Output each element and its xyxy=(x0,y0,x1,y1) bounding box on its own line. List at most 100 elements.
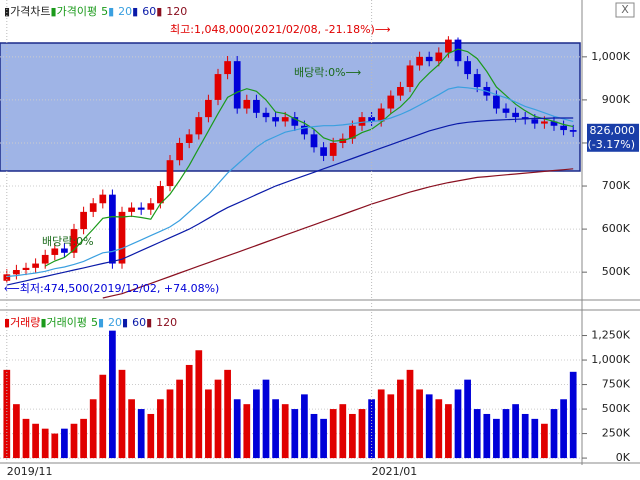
volume-bar xyxy=(13,404,20,459)
candle-body xyxy=(22,267,30,271)
candle-body xyxy=(224,61,231,75)
volume-bar xyxy=(205,389,212,459)
volume-bar xyxy=(473,409,481,459)
legend-swatch: ▮ xyxy=(156,5,162,18)
volume-bar xyxy=(502,409,510,459)
volume-bar xyxy=(358,409,366,459)
volume-bar xyxy=(339,404,347,459)
candle-body xyxy=(301,125,308,135)
close-button[interactable] xyxy=(615,2,635,18)
volume-bar xyxy=(464,379,471,459)
y-tick-label: 1,000K xyxy=(591,353,630,366)
volume-bar xyxy=(406,369,414,459)
y-tick-label: 700K xyxy=(602,179,631,192)
candle-body xyxy=(425,56,433,62)
candle-body xyxy=(80,211,87,230)
x-tick-label: 2021/01 xyxy=(372,465,418,478)
legend-item: 거래량 xyxy=(10,316,40,329)
volume-bar xyxy=(281,404,289,459)
candle-body xyxy=(195,117,203,135)
volume-bar xyxy=(41,428,49,459)
candle-body xyxy=(550,121,558,126)
ma-line xyxy=(44,48,574,267)
volume-bar xyxy=(147,413,155,459)
candle-body xyxy=(502,108,510,113)
volume-bar xyxy=(425,394,433,459)
volume-bar xyxy=(262,379,270,459)
volume-bar xyxy=(195,350,203,459)
candle-body xyxy=(185,134,193,143)
ma-line xyxy=(102,168,574,299)
candle-body xyxy=(541,121,548,124)
annotation: 최고:1,048,000(2021/02/08, -21.18%)⟶ xyxy=(170,23,391,36)
candle-body xyxy=(214,74,222,100)
volume-bar xyxy=(320,418,327,459)
y-tick-label: 0K xyxy=(616,451,631,464)
volume-bar xyxy=(89,399,97,459)
candle-body xyxy=(166,160,174,187)
y-tick-label: 750K xyxy=(602,378,631,391)
legend-item: 60 xyxy=(132,316,146,329)
last-price-box xyxy=(587,123,639,152)
legend-item: 5 xyxy=(91,316,98,329)
candle-body xyxy=(61,248,68,253)
candle-body xyxy=(310,134,318,148)
legend-swatch: ▮ xyxy=(98,316,104,329)
volume-bar xyxy=(99,374,107,459)
candle-body xyxy=(253,99,260,113)
volume-bar xyxy=(512,404,519,459)
volume-bar xyxy=(531,418,539,459)
candle-body xyxy=(118,211,126,264)
y-tick-label: 500K xyxy=(602,265,631,278)
volume-bar xyxy=(224,369,231,459)
candle-body xyxy=(512,112,519,118)
annotation: 배당락:0% xyxy=(42,235,94,248)
candle-body xyxy=(137,207,145,210)
volume-bar xyxy=(176,379,183,459)
ma-line xyxy=(6,86,574,278)
candle-body xyxy=(41,254,49,264)
y-tick-label: 1,000K xyxy=(591,50,630,63)
candle-body xyxy=(262,112,270,118)
volume-bar xyxy=(368,399,375,459)
candle-body xyxy=(387,95,395,109)
candle-body xyxy=(243,99,251,109)
candle-body xyxy=(291,117,299,126)
legend-item: 거래이평 xyxy=(47,316,87,329)
volume-bar xyxy=(22,418,30,459)
close-icon[interactable]: X xyxy=(621,3,629,16)
legend-item: 가격차트 xyxy=(10,5,50,18)
candle-body xyxy=(157,186,164,204)
volume-bar xyxy=(483,413,491,459)
volume-bar xyxy=(214,379,222,459)
y-tick-label: 500K xyxy=(602,402,631,415)
candle-body xyxy=(349,125,356,139)
candle-body xyxy=(13,270,20,275)
candle-body xyxy=(473,74,481,87)
legend-swatch: ▮ xyxy=(132,5,138,18)
volume-bar xyxy=(521,413,529,459)
candle-body xyxy=(406,65,414,87)
candle-body xyxy=(51,248,59,255)
legend: ▮거래량▮거래이평 5▮ 20▮ 60▮ 120 xyxy=(4,316,177,329)
volume-bar xyxy=(233,399,241,459)
candle-body xyxy=(89,203,97,212)
volume-bar xyxy=(185,364,193,459)
candle-body xyxy=(493,95,500,109)
x-tick-label: 2019/11 xyxy=(7,465,53,478)
volume-bar xyxy=(157,399,164,459)
legend-item: 20 xyxy=(108,316,122,329)
volume-bar xyxy=(291,409,299,459)
volume-bar xyxy=(166,389,174,459)
volume-bar xyxy=(541,423,548,459)
volume-bar xyxy=(416,389,423,459)
candle-body xyxy=(329,142,337,156)
legend: ▮가격차트▮가격이평 5▮ 20▮ 60▮ 120 xyxy=(4,5,187,18)
candle-body xyxy=(397,86,404,96)
volume-bar xyxy=(70,423,78,459)
volume-bar xyxy=(51,433,59,459)
legend-item: 120 xyxy=(166,5,187,18)
candle-body xyxy=(176,142,183,161)
candle-body xyxy=(233,61,241,109)
candle-body xyxy=(454,39,462,62)
